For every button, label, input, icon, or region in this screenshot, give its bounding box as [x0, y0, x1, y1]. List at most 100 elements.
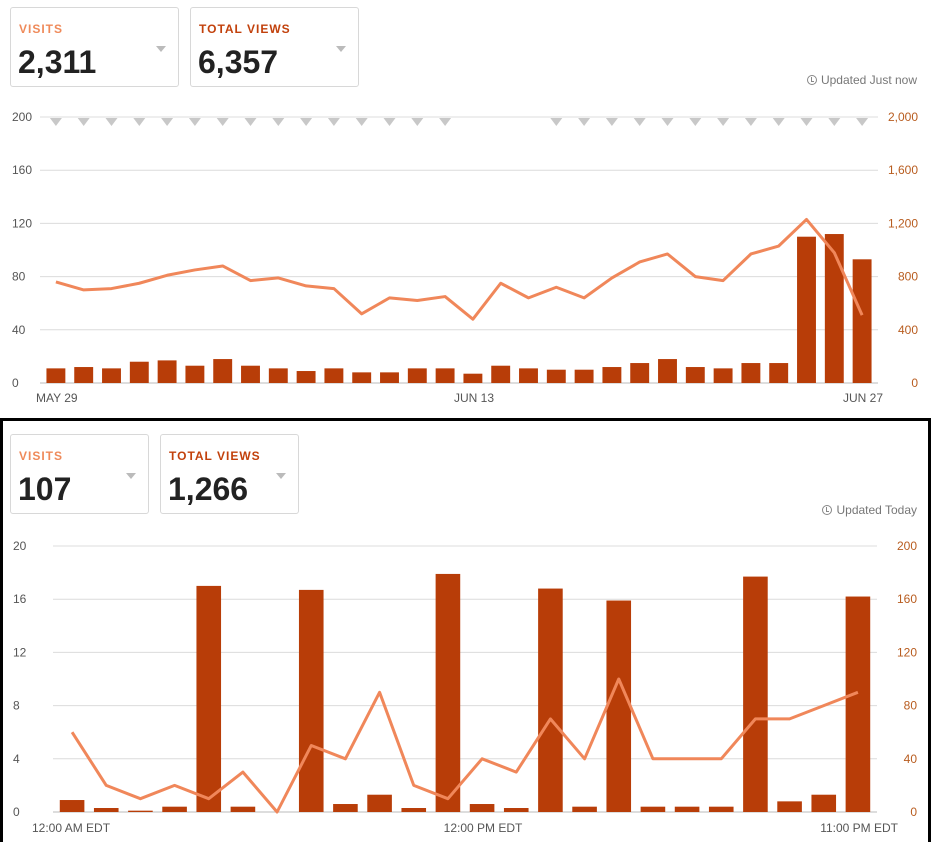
chevron-down-icon[interactable]	[156, 46, 166, 52]
annotation-marker[interactable]	[605, 118, 618, 126]
visits-bar[interactable]	[713, 368, 733, 383]
visits-bar[interactable]	[574, 369, 594, 383]
annotation-marker[interactable]	[77, 118, 90, 126]
visits-bar[interactable]	[463, 373, 483, 383]
visits-bar[interactable]	[769, 363, 789, 383]
annotation-marker[interactable]	[244, 118, 257, 126]
visits-bar[interactable]	[93, 808, 119, 812]
annotation-marker[interactable]	[744, 118, 757, 126]
annotation-marker[interactable]	[161, 118, 174, 126]
annotation-marker[interactable]	[828, 118, 841, 126]
visits-bar[interactable]	[685, 367, 705, 383]
chart-30-days: 200 2,000 160 1,600 120 1,200 80 800 40 400 0 0 MAY …	[12, 110, 918, 405]
left-axis-tick: 20	[13, 539, 27, 553]
visits-bar[interactable]	[546, 369, 566, 383]
visits-bar[interactable]	[538, 588, 563, 812]
annotation-marker[interactable]	[49, 118, 62, 126]
visits-bar[interactable]	[407, 368, 427, 383]
visits-bar[interactable]	[435, 368, 455, 383]
annotation-marker[interactable]	[661, 118, 674, 126]
annotation-marker[interactable]	[578, 118, 591, 126]
visits-bar[interactable]	[797, 236, 816, 383]
annotation-marker[interactable]	[411, 118, 424, 126]
visits-bar[interactable]	[367, 794, 392, 812]
visits-bar[interactable]	[491, 365, 511, 383]
total-views-card[interactable]: TOTAL VIEWS 1,266	[160, 434, 299, 514]
visits-bar[interactable]	[435, 573, 461, 812]
visits-bar[interactable]	[157, 360, 177, 383]
visits-bar[interactable]	[845, 596, 871, 812]
annotation-marker[interactable]	[272, 118, 285, 126]
visits-bar[interactable]	[640, 806, 666, 812]
visits-bar[interactable]	[519, 368, 538, 383]
visits-bar[interactable]	[741, 363, 761, 383]
annotation-marker[interactable]	[105, 118, 118, 126]
annotation-marker[interactable]	[856, 118, 869, 126]
visits-bar[interactable]	[298, 589, 324, 812]
visits-bar[interactable]	[213, 359, 233, 383]
annotation-marker[interactable]	[216, 118, 229, 126]
visits-bar[interactable]	[630, 363, 650, 383]
chevron-down-icon[interactable]	[276, 473, 286, 479]
chevron-down-icon[interactable]	[336, 46, 346, 52]
visits-bar[interactable]	[129, 361, 149, 383]
visits-bar[interactable]	[196, 585, 222, 812]
visits-bar[interactable]	[708, 806, 734, 812]
annotation-marker[interactable]	[439, 118, 452, 126]
annotation-marker[interactable]	[800, 118, 813, 126]
visits-bar[interactable]	[162, 806, 187, 812]
annotation-marker[interactable]	[550, 118, 563, 126]
visits-bar[interactable]	[324, 368, 344, 383]
visits-bar[interactable]	[777, 801, 802, 812]
annotation-marker[interactable]	[689, 118, 702, 126]
annotation-marker[interactable]	[188, 118, 201, 126]
visits-bar[interactable]	[606, 600, 632, 812]
visits-bar[interactable]	[469, 804, 495, 812]
visits-bar[interactable]	[352, 372, 372, 383]
visits-bar[interactable]	[811, 794, 837, 812]
annotation-marker[interactable]	[355, 118, 368, 126]
visits-bar[interactable]	[824, 234, 844, 383]
visits-bar[interactable]	[503, 808, 529, 812]
annotation-marker[interactable]	[327, 118, 340, 126]
visits-card[interactable]: VISITS 107	[10, 434, 149, 514]
annotation-marker[interactable]	[133, 118, 146, 126]
left-axis-tick: 200	[12, 110, 32, 124]
visits-bar[interactable]	[128, 810, 153, 812]
x-axis-tick: 11:00 PM EDT	[820, 821, 898, 835]
annotation-marker[interactable]	[772, 118, 785, 126]
visits-bar[interactable]	[241, 365, 260, 383]
annotation-marker[interactable]	[300, 118, 313, 126]
visits-bar[interactable]	[268, 368, 288, 383]
right-axis-tick: 80	[904, 699, 918, 713]
visits-bar[interactable]	[59, 800, 85, 812]
left-axis-tick: 120	[12, 216, 32, 230]
annotation-marker[interactable]	[717, 118, 730, 126]
visits-bar[interactable]	[102, 368, 121, 383]
visits-bar[interactable]	[296, 371, 316, 383]
visits-bar[interactable]	[743, 576, 768, 812]
visits-bar[interactable]	[572, 806, 597, 812]
chevron-down-icon[interactable]	[126, 473, 136, 479]
visits-bar[interactable]	[333, 804, 358, 812]
views-line[interactable]	[70, 677, 859, 814]
x-axis-tick: MAY 29	[36, 391, 78, 405]
visits-bar[interactable]	[401, 808, 427, 812]
views-line[interactable]	[55, 217, 864, 321]
visits-bar[interactable]	[230, 806, 256, 812]
left-axis-tick: 80	[12, 270, 26, 284]
visits-bar[interactable]	[74, 367, 94, 383]
visits-bar[interactable]	[185, 365, 205, 383]
visits-bar[interactable]	[380, 372, 399, 383]
visits-bar[interactable]	[602, 367, 622, 383]
annotation-marker[interactable]	[633, 118, 646, 126]
annotation-marker[interactable]	[383, 118, 396, 126]
visits-bar[interactable]	[674, 806, 700, 812]
visits-card[interactable]: VISITS 2,311	[10, 7, 179, 87]
x-axis-tick: 12:00 AM EDT	[32, 821, 111, 835]
visits-bar[interactable]	[852, 259, 872, 383]
total-views-card[interactable]: TOTAL VIEWS 6,357	[190, 7, 359, 87]
visits-bar[interactable]	[46, 368, 66, 383]
visits-bar[interactable]	[658, 359, 677, 383]
left-axis-tick: 0	[12, 376, 19, 390]
